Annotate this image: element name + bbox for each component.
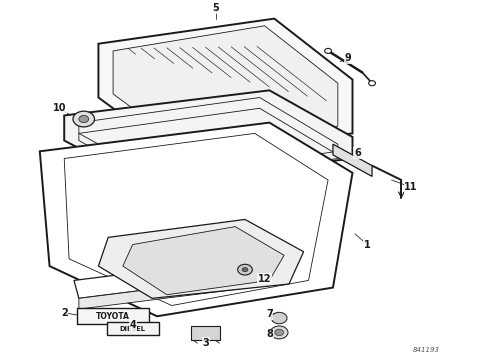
Circle shape: [368, 81, 375, 86]
Circle shape: [73, 111, 95, 127]
Circle shape: [270, 326, 288, 339]
FancyBboxPatch shape: [107, 322, 159, 335]
FancyBboxPatch shape: [77, 309, 149, 324]
Polygon shape: [74, 255, 279, 298]
Circle shape: [271, 312, 287, 324]
Text: 4: 4: [129, 320, 136, 330]
Circle shape: [238, 264, 252, 275]
FancyBboxPatch shape: [192, 326, 220, 340]
Polygon shape: [98, 220, 304, 298]
Polygon shape: [123, 226, 284, 295]
Text: 8: 8: [266, 329, 273, 339]
Circle shape: [242, 267, 248, 272]
Circle shape: [275, 329, 284, 336]
Text: 1: 1: [364, 239, 370, 249]
Circle shape: [79, 116, 89, 123]
Polygon shape: [40, 123, 352, 316]
Text: 2: 2: [61, 308, 68, 318]
Polygon shape: [64, 90, 352, 184]
Polygon shape: [113, 26, 338, 148]
Text: 5: 5: [212, 3, 219, 13]
Text: 10: 10: [52, 103, 66, 113]
Circle shape: [325, 48, 331, 53]
Text: 11: 11: [404, 182, 418, 192]
Text: TOYOTA: TOYOTA: [96, 312, 130, 321]
Polygon shape: [79, 273, 279, 309]
Polygon shape: [98, 19, 352, 155]
Text: 841193: 841193: [412, 347, 440, 354]
Text: 9: 9: [344, 53, 351, 63]
Polygon shape: [333, 144, 372, 176]
Text: 3: 3: [202, 338, 209, 348]
Text: 7: 7: [266, 310, 273, 319]
Text: DIESEL: DIESEL: [120, 326, 146, 332]
Text: 12: 12: [258, 274, 271, 284]
Text: 6: 6: [354, 148, 361, 158]
